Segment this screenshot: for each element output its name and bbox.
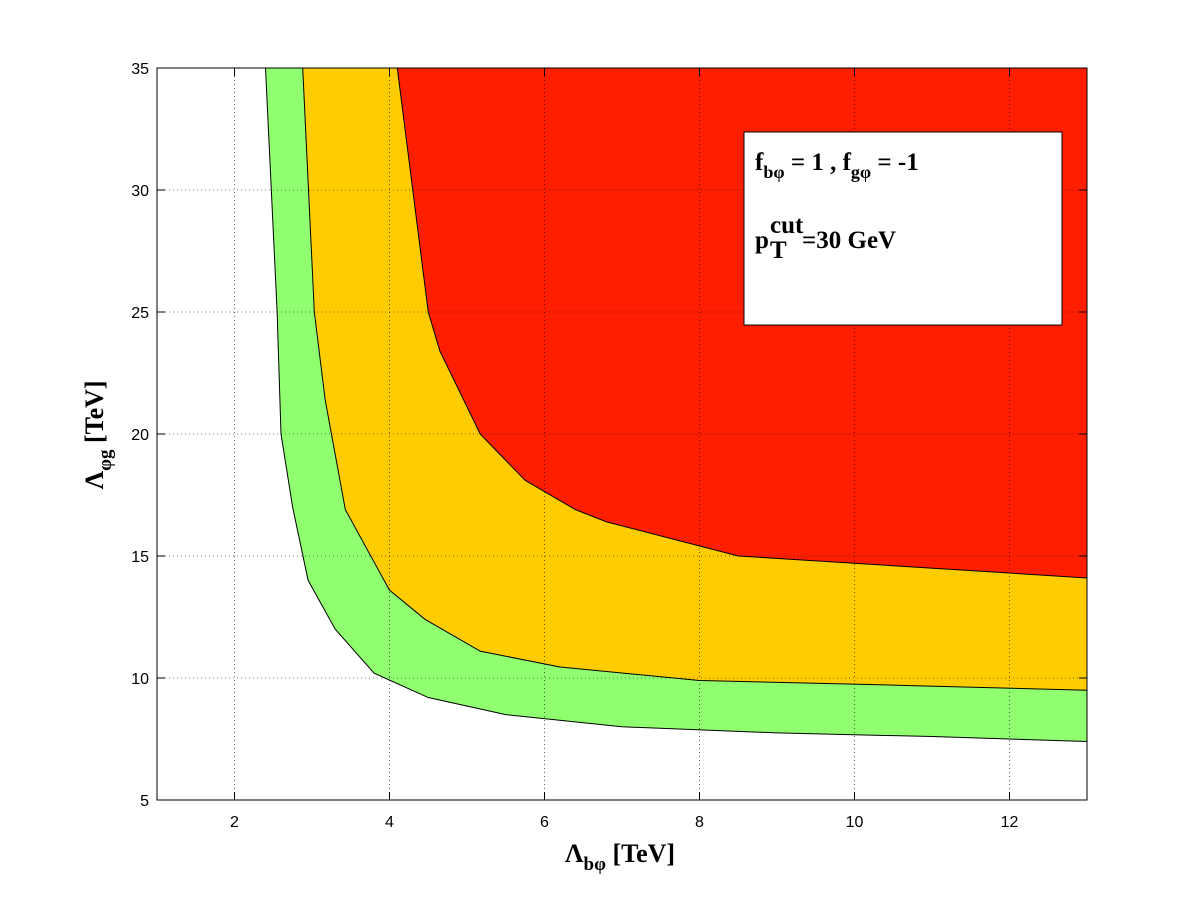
annotation: cut (770, 212, 804, 239)
annotation-box (743, 131, 1063, 326)
annotation-part: bφ (763, 162, 784, 182)
y-tick-label: 15 (131, 549, 149, 566)
annotation-part: = -1 (871, 149, 919, 176)
annotation-part: = 1 , f (785, 149, 852, 176)
y-axis-label: Λφg [TeV] (80, 380, 116, 489)
y-tick-label: 10 (131, 671, 149, 688)
annotation-part: gφ (851, 162, 871, 182)
boundary-curve (396, 67, 1088, 579)
label-part: Λ (565, 839, 584, 868)
label-part: [TeV] (606, 839, 675, 868)
boundary-curve (302, 67, 1088, 691)
x-tick-label: 12 (1001, 814, 1019, 831)
annotation: p (755, 227, 769, 254)
y-tick-label: 30 (131, 183, 149, 200)
label-part: Λ (80, 471, 109, 490)
label-part: φg (95, 449, 116, 471)
x-axis-label: Λbφ [TeV] (565, 839, 675, 875)
x-tick-label: 10 (846, 814, 864, 831)
x-tick-label: 2 (230, 814, 239, 831)
y-tick-label: 5 (140, 793, 149, 810)
plot-frame (156, 67, 1088, 801)
x-tick-label: 8 (695, 814, 704, 831)
annotation: T (770, 237, 787, 264)
annotation-part: f (755, 149, 764, 176)
y-tick-label: 35 (131, 61, 149, 78)
label-part: [TeV] (80, 380, 109, 449)
annotation: fbφ = 1 , fgφ = -1 (755, 149, 919, 182)
x-tick-label: 6 (540, 814, 549, 831)
x-tick-label: 4 (385, 814, 394, 831)
label-part: bφ (584, 854, 607, 875)
y-tick-label: 20 (131, 427, 149, 444)
annotation: =30 GeV (802, 227, 896, 254)
y-tick-label: 25 (131, 305, 149, 322)
